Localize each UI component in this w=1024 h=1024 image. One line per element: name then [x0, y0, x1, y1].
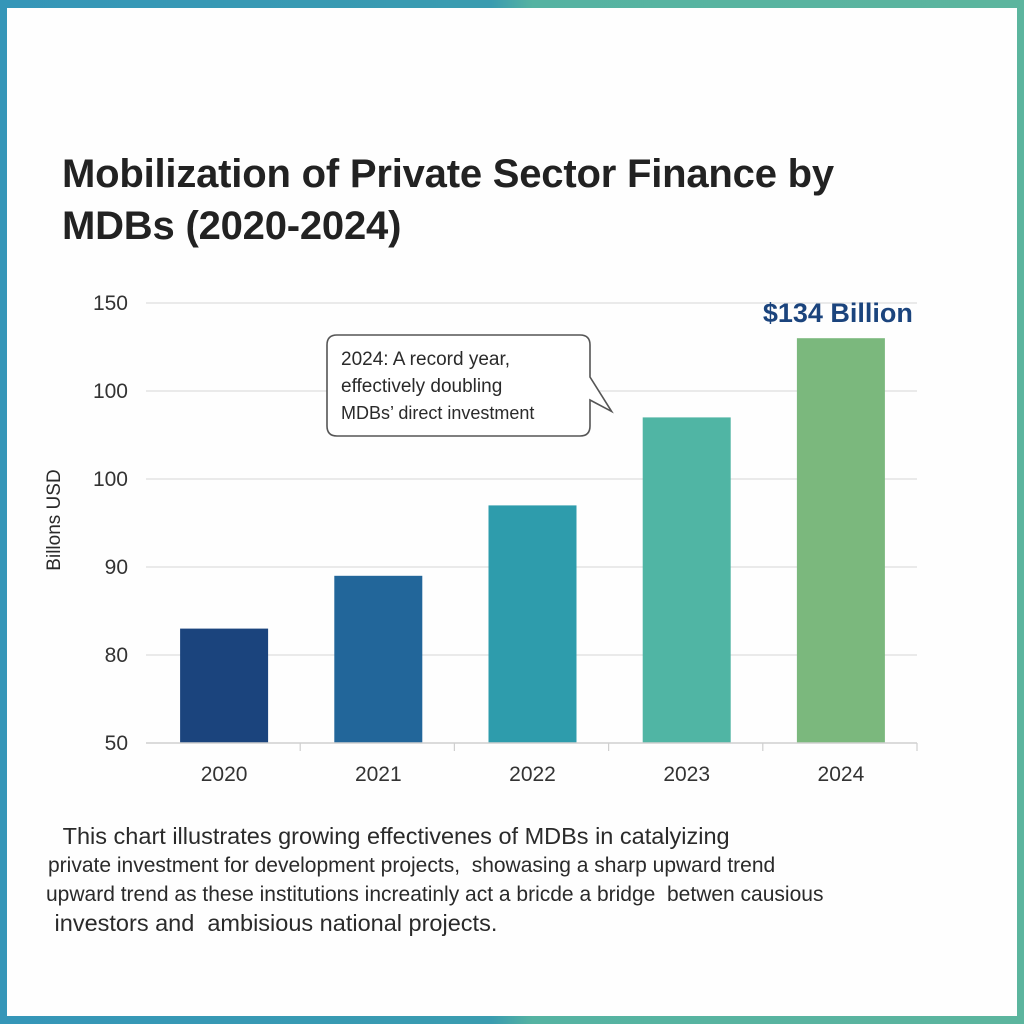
callout-bubble — [326, 334, 614, 437]
y-tick-label: 100 — [93, 468, 128, 491]
callout-annotation: 2024: A record year, effectively doublin… — [326, 334, 614, 437]
y-tick-label: 90 — [105, 556, 128, 579]
x-tick-label: 2020 — [201, 763, 248, 786]
chart-title: Mobilization of Private Sector Finance b… — [62, 148, 962, 252]
bar-2022 — [488, 505, 577, 743]
caption-line-1: This chart illustrates growing effective… — [50, 823, 730, 849]
chart-title-line-1: Mobilization of Private Sector Finance b… — [62, 152, 834, 196]
y-tick-label: 50 — [105, 732, 128, 755]
bar-2021 — [334, 575, 423, 743]
x-tick-label: 2022 — [509, 763, 556, 786]
y-tick-label: 150 — [93, 292, 128, 315]
callout-line-2: effectively doubling — [341, 376, 502, 397]
y-tick-label: 80 — [105, 644, 128, 667]
bar-2020 — [180, 628, 269, 743]
y-tick-label: 100 — [93, 380, 128, 403]
chart-title-line-2: MDBs (2020-2024) — [62, 204, 402, 248]
caption-line-4: investors and ambisious national project… — [48, 910, 498, 936]
x-axis — [146, 742, 918, 751]
y-axis-label: Billons USD — [44, 469, 65, 570]
caption-line-2: private investment for development proje… — [48, 854, 776, 877]
bars — [180, 338, 885, 743]
x-tick-label: 2024 — [818, 763, 865, 786]
callout-line-1: 2024: A record year, — [341, 349, 510, 370]
x-tick-label: 2023 — [663, 763, 710, 786]
x-tick-label: 2021 — [355, 763, 402, 786]
chart-caption: This chart illustrates growing effective… — [46, 822, 998, 938]
caption-line-3: upward trend as these institutions incre… — [46, 883, 824, 906]
y-axis-ticks: 50 80 90 100 100 150 — [93, 292, 128, 755]
bar-2023 — [642, 417, 731, 743]
bar-2024 — [796, 338, 885, 743]
callout-line-3: MDBs’ direct investment — [341, 403, 534, 423]
x-axis-tick-labels: 2020 2021 2022 2023 2024 — [201, 763, 865, 786]
data-label-2024: $134 Billion — [763, 298, 913, 328]
